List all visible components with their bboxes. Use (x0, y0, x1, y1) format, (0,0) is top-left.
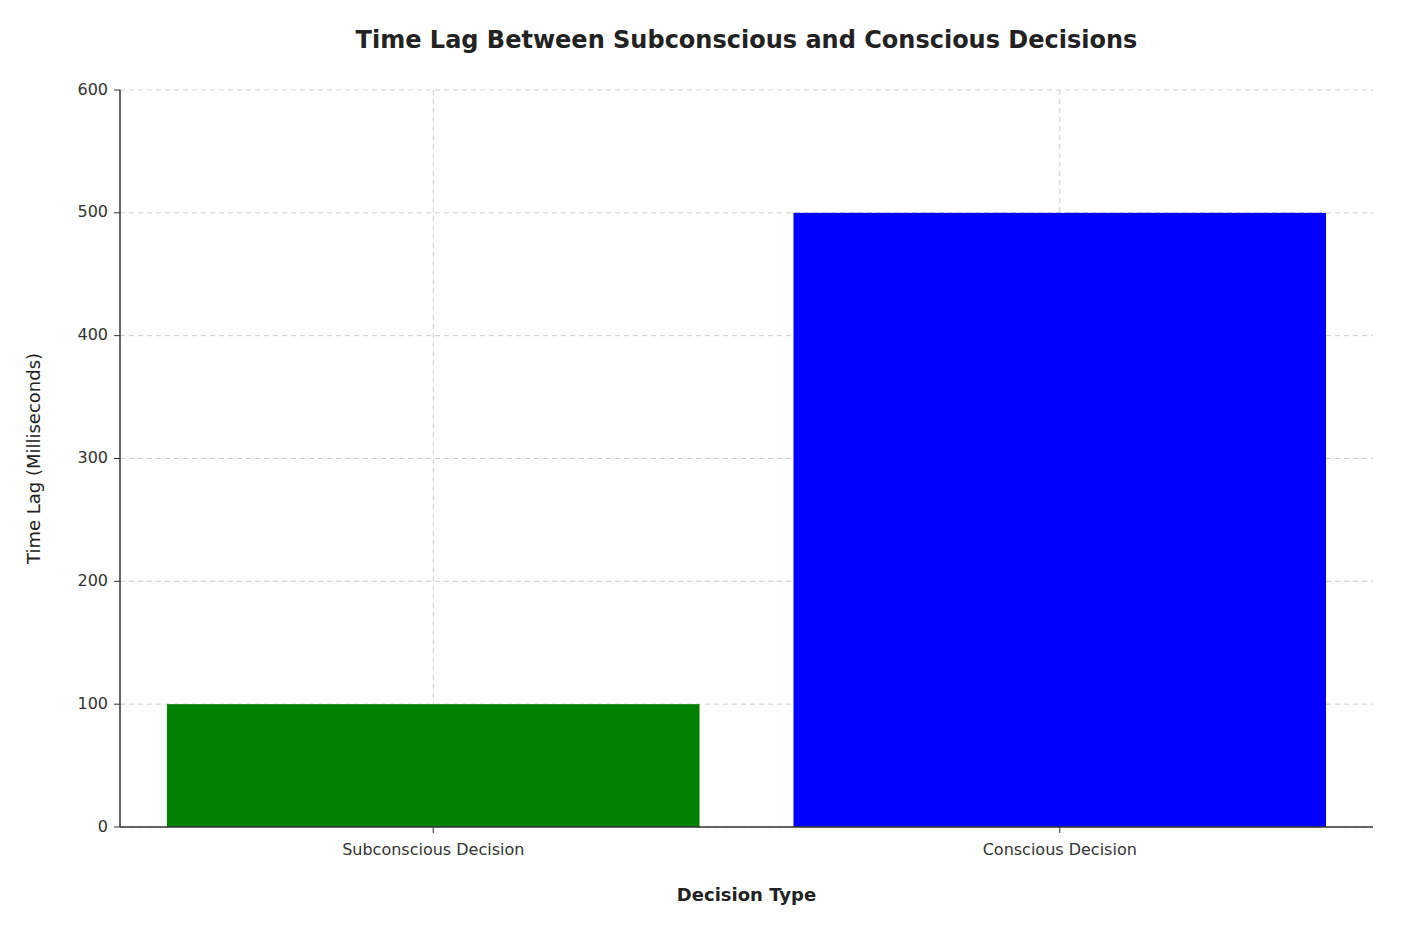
y-tick-label: 400 (77, 325, 108, 344)
y-grid-line (120, 90, 1373, 91)
y-tick-label: 100 (77, 694, 108, 713)
y-tick (114, 212, 120, 213)
y-tick-label: 500 (77, 202, 108, 221)
y-tick (114, 704, 120, 705)
bar (793, 213, 1326, 827)
y-axis-label: Time Lag (Milliseconds) (23, 353, 44, 565)
y-tick (114, 581, 120, 582)
grid (120, 90, 1373, 827)
y-tick-label: 200 (77, 571, 108, 590)
chart-svg: 0 100 200 300 400 500 600 Subconscious Decision… (0, 0, 1423, 947)
axes: 0 100 200 300 400 500 600 Subconscious Decision… (77, 80, 1373, 860)
y-tick (114, 90, 120, 91)
y-tick-label: 300 (77, 448, 108, 467)
x-tick-label: Conscious Decision (983, 840, 1137, 859)
bar (167, 704, 700, 827)
title: Time Lag Between Subconscious and Consci… (356, 26, 1138, 54)
y-tick (114, 827, 120, 828)
y-tick-label: 600 (77, 80, 108, 99)
x-tick (433, 827, 434, 833)
chart-container: 0 100 200 300 400 500 600 Subconscious Decision… (0, 0, 1423, 947)
x-axis-line (120, 826, 1373, 828)
x-tick (1059, 827, 1060, 833)
bars (167, 213, 1326, 827)
y-tick (114, 335, 120, 336)
x-tick-label: Subconscious Decision (342, 840, 524, 859)
y-tick (114, 458, 120, 459)
y-tick-label: 0 (98, 817, 108, 836)
x-axis-label: Decision Type (677, 884, 816, 905)
y-grid-line (120, 827, 1373, 828)
